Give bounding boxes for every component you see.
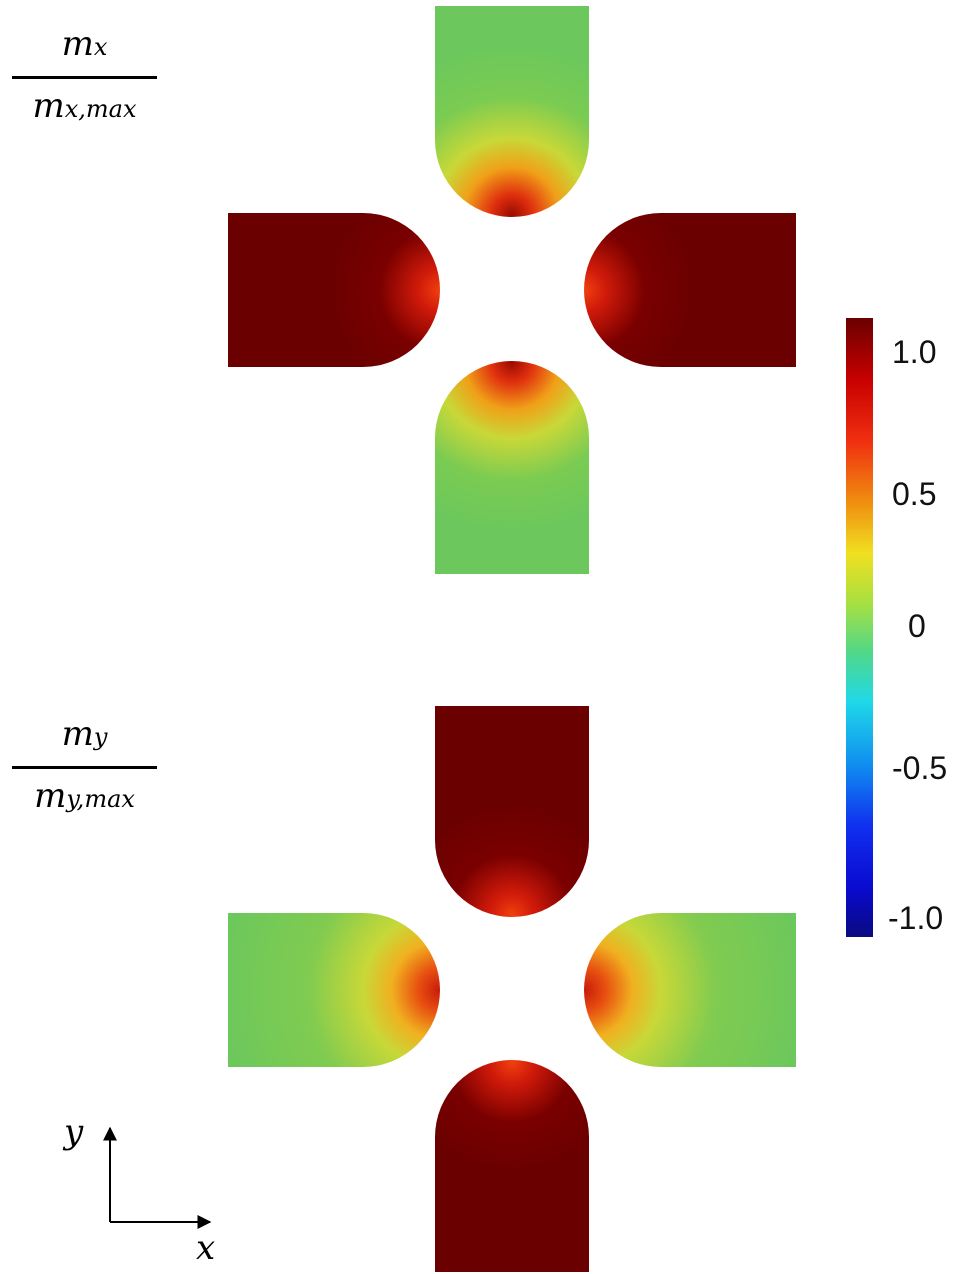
- bottom-panel-shapes: [228, 706, 796, 1272]
- y-axis-label: y: [64, 1112, 84, 1152]
- top-panel-upper-element: [435, 6, 589, 217]
- bottom-panel-left-element: [228, 913, 440, 1067]
- top-label-numerator: mx: [12, 24, 157, 64]
- bottom-num-base: m: [61, 714, 94, 754]
- top-label-denominator: mx,max: [12, 86, 157, 126]
- top-den-sub: x,max: [64, 95, 137, 123]
- axes-indicator: [103, 1126, 212, 1229]
- bottom-den-base: m: [34, 776, 67, 816]
- top-panel-shapes: [228, 6, 796, 574]
- colorbar-tick-1: 1.0: [892, 334, 937, 370]
- top-num-sub: x: [93, 33, 108, 61]
- bottom-label-fraction-bar: [12, 766, 157, 769]
- colorbar-tick-0: 0: [908, 608, 926, 644]
- bottom-den-sub: y,max: [66, 785, 135, 813]
- bottom-num-sub: y: [93, 723, 108, 751]
- colorbar: [846, 318, 873, 937]
- top-num-base: m: [61, 24, 94, 64]
- bottom-label-numerator: my: [12, 714, 157, 754]
- x-axis-label: x: [196, 1228, 216, 1268]
- bottom-panel-upper-element: [435, 706, 589, 917]
- top-panel-left-element: [228, 213, 440, 367]
- bottom-panel-lower-element: [435, 1060, 589, 1272]
- top-panel-right-element: [584, 213, 796, 367]
- bottom-panel-label: my my,max: [12, 712, 157, 832]
- top-den-base: m: [32, 86, 65, 126]
- top-panel-label: mx mx,max: [12, 20, 157, 140]
- top-label-fraction-bar: [12, 76, 157, 79]
- colorbar-tick-0.5: 0.5: [892, 476, 937, 512]
- bottom-panel-right-element: [584, 913, 796, 1067]
- top-panel-lower-element: [435, 361, 589, 574]
- colorbar-tick-minus-0.5: -0.5: [892, 750, 948, 786]
- colorbar-tick-minus-1: -1.0: [888, 900, 944, 936]
- bottom-label-denominator: my,max: [12, 776, 157, 816]
